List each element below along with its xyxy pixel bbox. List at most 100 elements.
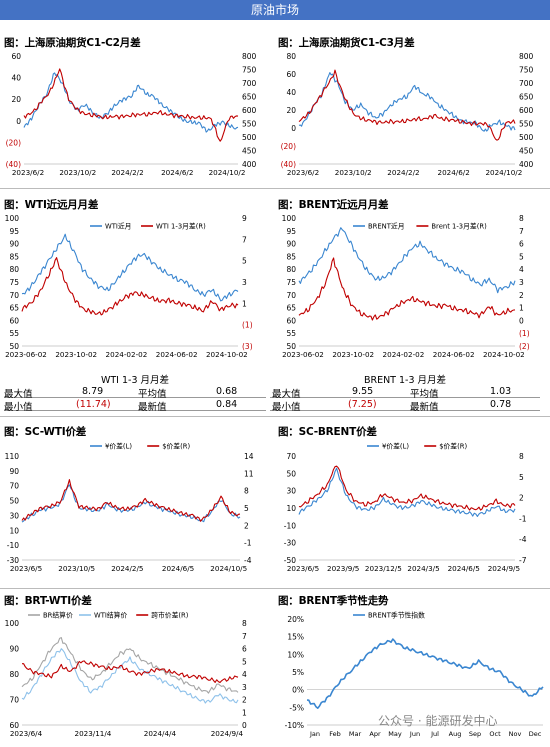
series-line xyxy=(21,233,239,302)
left-axis-tick-label: 0 xyxy=(291,124,296,133)
brt-wti-chart: 100 90 80 70 60 8 7 6 5 4 3 2 1 0 2023/6/4 2023/11/4 202… xyxy=(5,611,247,739)
panel-title-brt-wti: 图：BRT-WTI价差 xyxy=(4,595,92,607)
right-axis-tick-label: 3 xyxy=(519,278,524,287)
legend-label: ¥价差(L) xyxy=(105,442,132,451)
x-axis-tick-label: 2024/3/5 xyxy=(407,564,439,573)
right-axis-tick-label: 7 xyxy=(242,632,247,641)
right-axis-tick-label: 0 xyxy=(519,316,524,325)
x-axis-tick-label: 2024-06-02 xyxy=(156,350,198,359)
left-axis-tick-label: 55 xyxy=(286,329,296,338)
left-axis-tick-label: 20% xyxy=(287,615,304,624)
brent-min-label: 最小值 xyxy=(272,402,301,413)
brent-stats-row: 最大值 9.55 平均值 1.03 xyxy=(270,386,540,400)
legend-label: $价差(R) xyxy=(162,442,190,451)
right-axis-tick-label: 8 xyxy=(244,487,249,496)
brent-avg-value: 1.03 xyxy=(490,386,512,397)
x-axis-tick-label: Sep xyxy=(469,730,481,738)
right-axis-tick-label: 5 xyxy=(242,257,247,266)
left-axis-tick-label: 30 xyxy=(9,511,19,520)
left-axis-tick-label: -30 xyxy=(7,556,19,565)
right-axis-tick-label: 550 xyxy=(519,120,534,129)
right-axis-tick-label: 800 xyxy=(519,52,534,61)
right-axis-tick-label: 600 xyxy=(242,106,257,115)
x-axis-tick-label: 2024-02-02 xyxy=(383,350,425,359)
brent-avg-label: 平均值 xyxy=(410,389,439,400)
legend-label: WTI 1-3月差(R) xyxy=(156,222,206,231)
left-axis-tick-label: 20 xyxy=(11,95,21,104)
right-axis-tick-label: 2 xyxy=(242,696,247,705)
x-axis-tick-label: 2024/4/4 xyxy=(144,729,177,738)
right-axis-tick-label: 550 xyxy=(242,120,257,129)
right-axis-tick-label: 1 xyxy=(242,708,247,717)
right-axis-tick-label: (1) xyxy=(519,329,530,338)
right-axis-tick-label: 11 xyxy=(244,469,254,478)
left-axis-tick-label: 60 xyxy=(286,316,296,325)
wti-stats-table: WTI 1-3 月月差 最大值 8.79 平均值 0.68 最小值 (11.74… xyxy=(4,372,266,413)
right-axis-tick-label: 700 xyxy=(519,79,534,88)
left-axis-tick-label: 60 xyxy=(286,70,296,79)
sc-brent-chart: 70 50 30 10 -10 -30 -50 8 5 2 -1 -4 -7 2023/6/5 2023/9… xyxy=(284,442,527,574)
left-axis-tick-label: 75 xyxy=(286,278,296,287)
sc-c1c2-chart: 60 40 20 0 (20) (40) 800 750 700 650 600 550 500 450 4… xyxy=(6,52,257,177)
right-axis-tick-label: 1 xyxy=(519,304,524,313)
right-axis-tick-label: 750 xyxy=(519,66,534,75)
wti-spread-chart: 1009590858075706560555097531(1)(3)2023-0… xyxy=(5,214,253,359)
left-axis-tick-label: -30 xyxy=(284,539,296,548)
left-axis-tick-label: 80 xyxy=(9,670,19,679)
left-axis-tick-label: 10 xyxy=(286,504,296,513)
section-divider xyxy=(0,588,550,589)
right-axis-tick-label: 14 xyxy=(244,452,254,461)
right-axis-tick-label: 750 xyxy=(242,66,257,75)
left-axis-tick-label: 40 xyxy=(286,88,296,97)
right-axis-tick-label: -7 xyxy=(519,556,527,565)
wti-min-label: 最小值 xyxy=(4,402,33,413)
right-axis-tick-label: 6 xyxy=(242,645,247,654)
left-axis-tick-label: (20) xyxy=(6,138,21,147)
left-axis-tick-label: 30 xyxy=(286,487,296,496)
panel-title-sc-wti: 图：SC-WTI价差 xyxy=(4,426,87,438)
right-axis-tick-label: 650 xyxy=(519,93,534,102)
right-axis-tick-label: 2 xyxy=(244,521,249,530)
legend-label: $价差(R) xyxy=(439,442,467,451)
series-line xyxy=(298,467,516,517)
series-line xyxy=(22,660,239,684)
x-axis-tick-label: 2023/10/5 xyxy=(58,564,95,573)
x-axis-tick-label: 2023/6/5 xyxy=(287,564,319,573)
legend-label: BRENT季节性指数 xyxy=(368,611,425,620)
x-axis-tick-label: Feb xyxy=(329,730,341,738)
brent-stats-caption: BRENT 1-3 月月差 xyxy=(363,375,447,386)
panel-title-brent-spread: 图：BRENT近远月月差 xyxy=(278,199,389,211)
x-axis-tick-label: 2024/10/2 xyxy=(209,168,246,177)
left-axis-tick-label: (40) xyxy=(6,160,21,169)
legend-label: WTI结算价 xyxy=(94,611,127,620)
legend-label: BR结算价 xyxy=(43,611,73,620)
right-axis-tick-label: 3 xyxy=(242,683,247,692)
right-axis-tick-label: 600 xyxy=(519,106,534,115)
x-axis-tick-label: 2023/12/5 xyxy=(365,564,402,573)
x-axis-tick-label: 2023/6/5 xyxy=(10,564,42,573)
x-axis-tick-label: 2024-10-02 xyxy=(483,350,525,359)
series-line xyxy=(21,648,239,704)
x-axis-tick-label: 2024-02-02 xyxy=(106,350,148,359)
legend-label: 跨市价差(R) xyxy=(151,611,189,620)
x-axis-tick-label: Jan xyxy=(309,730,320,738)
right-axis-tick-label: -4 xyxy=(519,535,527,544)
brent-latest-label: 最新值 xyxy=(410,402,439,413)
right-axis-tick-label: 2 xyxy=(519,291,524,300)
wti-stats-row: 最小值 (11.74) 最新值 0.84 xyxy=(4,399,266,413)
x-axis-tick-label: 2024-10-02 xyxy=(206,350,248,359)
x-axis-tick-label: 2023/11/4 xyxy=(75,729,112,738)
left-axis-tick-label: 20 xyxy=(286,106,296,115)
right-axis-tick-label: -4 xyxy=(244,556,252,565)
left-axis-tick-label: 10 xyxy=(9,526,19,535)
right-axis-tick-label: 2 xyxy=(519,494,524,503)
left-axis-tick-label: 100 xyxy=(5,214,20,223)
left-axis-tick-label: 50 xyxy=(9,342,19,351)
right-axis-tick-label: 1 xyxy=(242,299,247,308)
series-line xyxy=(298,257,516,321)
panel-title-brent-seasonal: 图：BRENT季节性走势 xyxy=(278,595,389,607)
left-axis-tick-label: 55 xyxy=(9,329,19,338)
brent-spread-chart: 10095908580757065605550876543210(1)(2)20… xyxy=(282,214,530,359)
left-axis-tick-label: -10 xyxy=(284,521,296,530)
x-axis-tick-label: 2024/10/5 xyxy=(210,564,247,573)
